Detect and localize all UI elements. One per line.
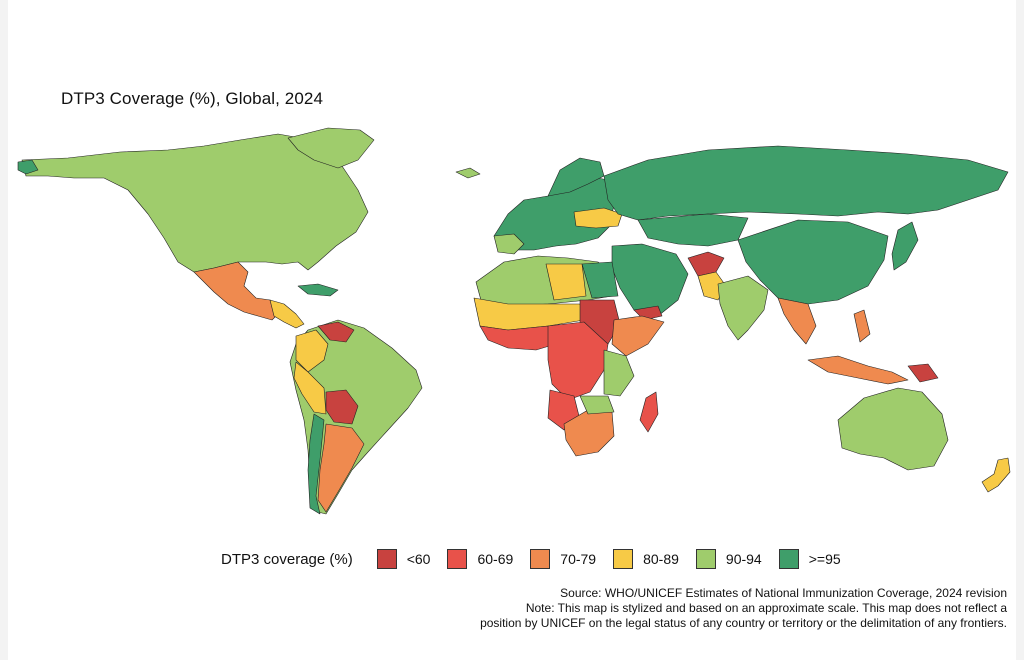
russia[interactable] bbox=[603, 145, 1009, 221]
footnotes: Source: WHO/UNICEF Estimates of National… bbox=[480, 586, 1007, 632]
mexico[interactable] bbox=[193, 261, 281, 321]
india[interactable] bbox=[717, 275, 769, 341]
iceland[interactable] bbox=[455, 167, 481, 179]
chile[interactable] bbox=[307, 413, 325, 515]
legend-item-lt60: <60 bbox=[376, 549, 431, 569]
greenland[interactable] bbox=[287, 127, 375, 169]
afghanistan[interactable] bbox=[687, 251, 725, 277]
central-america[interactable] bbox=[269, 299, 305, 329]
legend-swatch bbox=[695, 549, 716, 569]
legend-item-80-89: 80-89 bbox=[613, 549, 679, 569]
indonesia[interactable] bbox=[807, 355, 909, 385]
philippines[interactable] bbox=[853, 309, 871, 343]
world-map bbox=[17, 127, 1011, 515]
argentina[interactable] bbox=[317, 423, 365, 513]
west-africa[interactable] bbox=[479, 325, 557, 351]
peru[interactable] bbox=[293, 361, 327, 415]
disclaimer-line-2: position by UNICEF on the legal status o… bbox=[480, 616, 1007, 631]
north-america[interactable] bbox=[21, 133, 369, 273]
legend-swatch bbox=[530, 549, 551, 569]
legend-label: 80-89 bbox=[643, 551, 679, 567]
legend-item-60-69: 60-69 bbox=[447, 549, 513, 569]
egypt[interactable] bbox=[581, 261, 619, 299]
disclaimer-line-1: Note: This map is stylized and based on … bbox=[525, 601, 1007, 616]
new-zealand[interactable] bbox=[981, 457, 1011, 493]
legend-label: 60-69 bbox=[477, 551, 514, 567]
horn-of-africa[interactable] bbox=[611, 315, 665, 357]
source-note: Source: WHO/UNICEF Estimates of National… bbox=[560, 586, 1007, 600]
middle-east[interactable] bbox=[611, 243, 689, 317]
legend-item-gte95: >=95 bbox=[778, 549, 841, 569]
central-asia[interactable] bbox=[637, 213, 749, 247]
legend-label: >=95 bbox=[808, 551, 841, 567]
legend: DTP3 coverage (%) <60 60-69 70-79 80-89 … bbox=[221, 548, 858, 570]
legend-item-70-79: 70-79 bbox=[530, 549, 596, 569]
legend-swatch bbox=[447, 549, 468, 569]
madagascar[interactable] bbox=[639, 391, 659, 433]
map-title: DTP3 Coverage (%), Global, 2024 bbox=[61, 89, 324, 108]
australia[interactable] bbox=[837, 387, 949, 471]
southeast-asia[interactable] bbox=[777, 297, 817, 345]
legend-label: 70-79 bbox=[560, 551, 597, 567]
legend-label: <60 bbox=[406, 551, 431, 567]
scandinavia[interactable] bbox=[547, 157, 605, 197]
venezuela[interactable] bbox=[317, 321, 355, 343]
legend-swatch bbox=[613, 549, 634, 569]
legend-swatch bbox=[778, 549, 799, 569]
legend-item-90-94: 90-94 bbox=[695, 549, 762, 569]
east-africa[interactable] bbox=[603, 349, 635, 397]
libya[interactable] bbox=[545, 263, 587, 301]
page: DTP3 Coverage (%), Global, 2024 bbox=[8, 0, 1016, 660]
ukraine[interactable] bbox=[573, 207, 623, 229]
caribbean[interactable] bbox=[297, 283, 339, 297]
central-africa[interactable] bbox=[547, 321, 609, 401]
colombia-ecuador[interactable] bbox=[295, 329, 329, 373]
zambia-zimbabwe[interactable] bbox=[579, 395, 615, 415]
bolivia[interactable] bbox=[325, 389, 359, 425]
china[interactable] bbox=[737, 219, 889, 305]
iberia[interactable] bbox=[493, 233, 525, 255]
japan[interactable] bbox=[891, 221, 919, 271]
legend-label: 90-94 bbox=[725, 551, 762, 567]
legend-swatch bbox=[376, 549, 397, 569]
papua-new-guinea[interactable] bbox=[907, 363, 939, 383]
alaska-tip[interactable] bbox=[17, 159, 39, 175]
legend-title: DTP3 coverage (%) bbox=[221, 550, 353, 568]
